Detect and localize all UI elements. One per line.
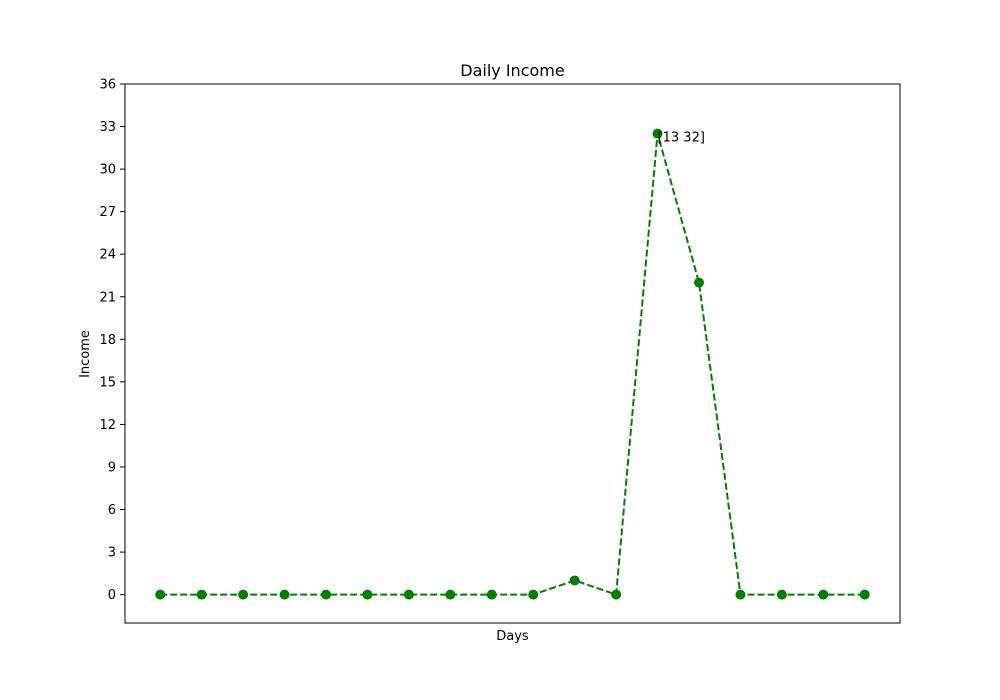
data-point	[445, 589, 456, 600]
data-point	[818, 589, 829, 600]
y-axis-label: Income	[78, 330, 93, 378]
data-point	[155, 589, 166, 600]
data-point	[652, 128, 663, 139]
y-tick-label: 12	[99, 418, 116, 433]
data-point	[279, 589, 290, 600]
data-point	[776, 589, 787, 600]
data-point	[735, 589, 746, 600]
y-tick-label: 15	[99, 375, 116, 390]
data-point	[403, 589, 414, 600]
peak-annotation: [13 32]	[658, 131, 705, 146]
y-tick-label: 21	[99, 290, 116, 305]
y-tick-label: 0	[108, 588, 116, 603]
data-point	[693, 277, 704, 288]
data-point	[238, 589, 249, 600]
y-tick-label: 27	[99, 205, 116, 220]
y-tick-label: 30	[99, 163, 116, 178]
y-tick-label: 36	[99, 78, 116, 93]
y-tick-label: 24	[99, 248, 116, 263]
data-point	[321, 589, 332, 600]
y-tick-label: 6	[108, 503, 116, 518]
y-tick-label: 33	[99, 120, 116, 135]
data-point	[528, 589, 539, 600]
plot-background	[125, 84, 900, 623]
data-point	[486, 589, 497, 600]
data-point	[611, 589, 622, 600]
y-tick-label: 18	[99, 333, 116, 348]
series-line	[160, 133, 865, 596]
data-point	[196, 589, 207, 600]
data-point	[569, 575, 580, 586]
y-tick-label: 9	[108, 460, 116, 475]
data-point	[362, 589, 373, 600]
data-point	[859, 589, 870, 600]
series-layer: [13 32]	[155, 128, 870, 600]
plot-frame	[124, 83, 901, 624]
y-tick-label: 3	[108, 546, 116, 561]
chart-title: Daily Income	[460, 61, 564, 80]
x-axis-label: Days	[496, 629, 529, 644]
